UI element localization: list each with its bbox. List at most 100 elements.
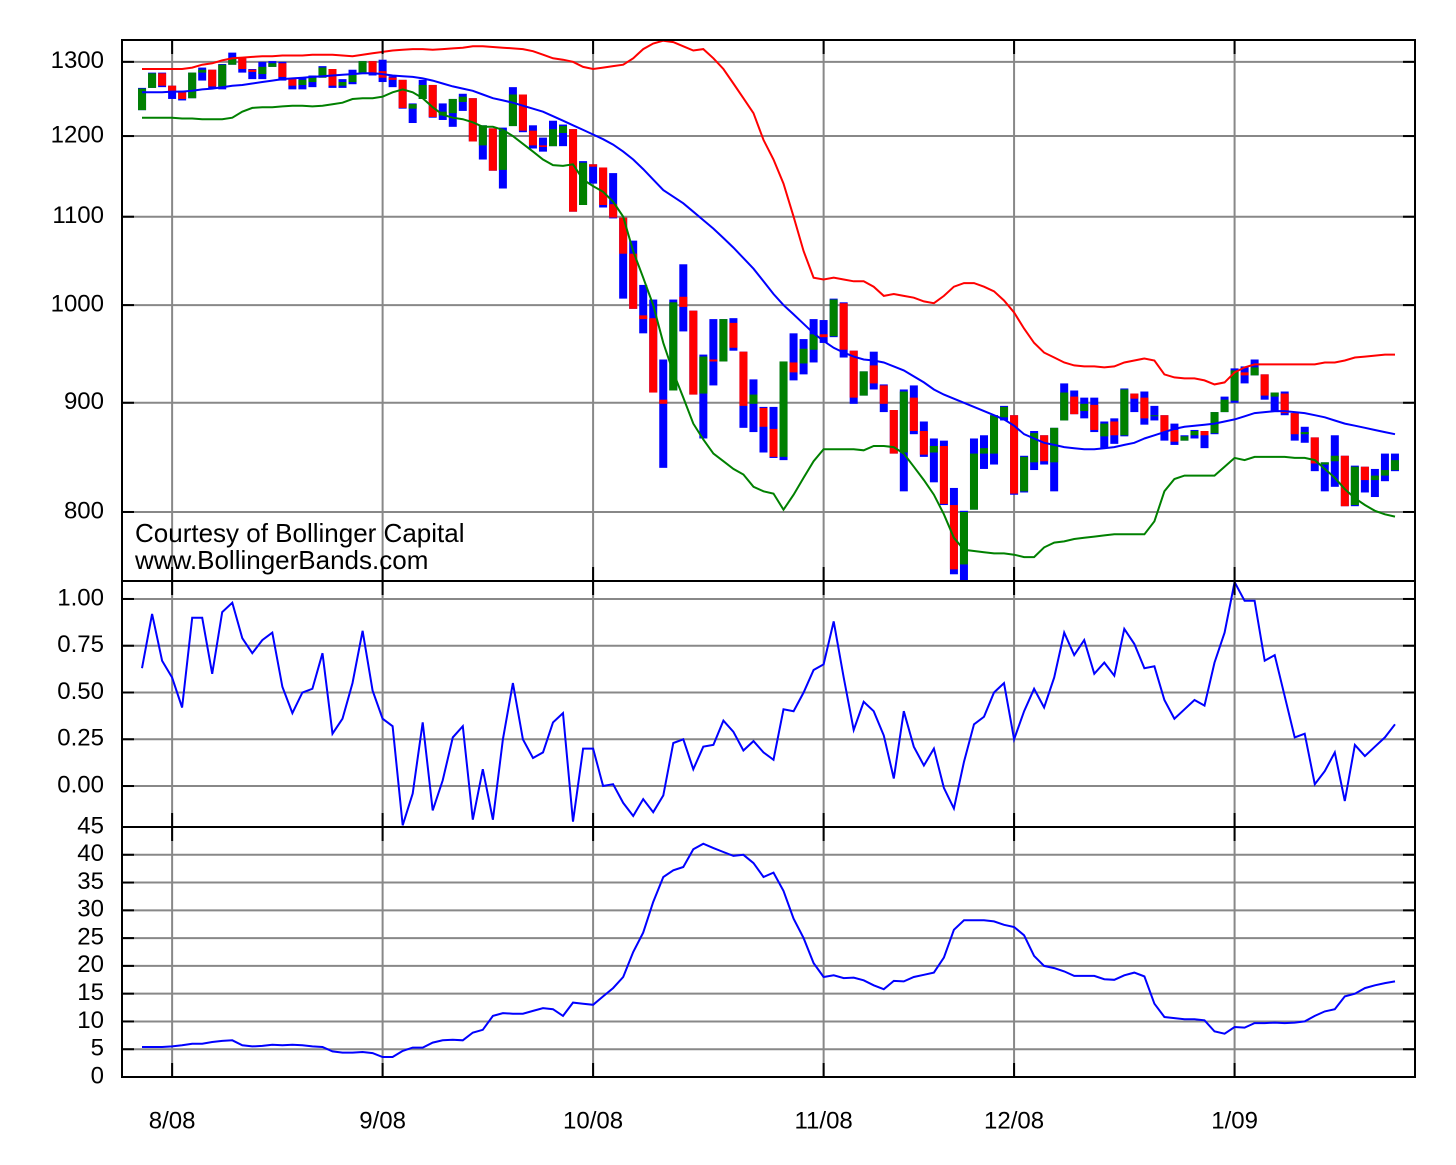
candle-body [1160,415,1169,433]
candle-range [639,284,648,334]
candle-body [1360,466,1369,481]
candle-body [1270,392,1279,397]
candle-body [1110,421,1119,436]
candle-range [1380,453,1389,482]
candle-body [1310,437,1319,464]
candle-body [1020,456,1029,492]
candle-body [589,164,598,167]
marks [138,40,1399,1058]
candle-range [1150,405,1159,421]
candle-body [348,74,357,83]
y-tick-label: 0.25 [57,725,104,752]
candle-body [1060,392,1069,421]
candle-body [609,204,618,218]
candle-body [318,67,327,78]
candle-range [619,217,628,299]
candle-body [1010,415,1019,494]
candle-body [699,356,708,394]
candle-range [749,379,758,433]
candle-body [298,79,307,85]
candle-body [719,319,728,362]
candle-body [739,351,748,406]
candle-body [749,394,758,404]
candle-range [659,359,668,468]
candle-body [1140,397,1149,419]
candle-body [1030,433,1039,463]
candle-body [518,94,527,131]
candle-range [589,164,598,184]
candle-body [528,130,537,146]
candles [138,52,1399,581]
candle-body [929,446,938,453]
candle-body [418,84,427,99]
data-line [142,842,1396,1058]
annotation: Courtesy of Bollinger Capital [135,518,465,548]
y-tick-label: 25 [77,923,104,950]
candle-body [789,362,798,373]
candle-body [1240,372,1249,376]
candle-body [1260,374,1269,396]
candle-body [759,407,768,427]
candle-body [1190,431,1199,436]
candle-body [328,69,337,86]
candle-body [1200,431,1209,436]
candle-range [1200,431,1209,449]
y-tick-label: 800 [64,497,104,524]
candle-body [1370,475,1379,481]
candle-body [939,446,948,504]
candle-body [769,428,778,457]
candle-body [919,431,928,455]
grid [122,40,1415,1078]
candle-range [709,319,718,386]
x-tick-label: 12/08 [984,1107,1044,1134]
y-tick-label: 15 [77,979,104,1006]
frames: 800 900 1000 1100 1200 1300 0.00 0.25 0.50 0.75 1.… [51,39,1416,1134]
candle-body [869,365,878,384]
candle-body [980,448,988,454]
candle-body [368,61,377,75]
candle-body [1090,404,1099,430]
candle-body [959,511,968,565]
candle-body [679,296,688,307]
y-tick-label: 1.00 [57,584,104,611]
y-tick-label: 0.50 [57,678,104,705]
candle-range [1130,393,1139,413]
candle-body [358,61,367,75]
candle-body [669,302,678,391]
x-tick-label: 1/09 [1211,1107,1258,1134]
candle-body [398,79,407,108]
candle-body [168,85,177,91]
candle-body [508,94,517,127]
candle-body [779,361,788,457]
candle-body [1290,413,1299,435]
candle-range [378,59,387,83]
candle-body [228,58,237,65]
y-tick-label: 35 [77,868,104,895]
candle-range [1370,468,1379,498]
y-tick-label: 1300 [51,47,104,74]
candle-body [1180,436,1189,441]
y-tick-label: 900 [64,388,104,415]
candle-body [248,69,257,72]
candle-body [1250,367,1259,376]
candle-body [1000,406,1009,418]
candle-range [819,320,828,343]
candle-body [308,77,317,83]
candle-body [1130,393,1139,399]
candle-body [478,125,487,146]
candle-body [909,397,918,432]
candle-body [428,84,437,117]
candle-body [1100,423,1109,437]
candle-body [579,162,588,206]
y-tick-label: 0.75 [57,631,104,658]
candle-body [1070,396,1079,415]
candle-body [1280,393,1289,414]
candle-body [188,72,197,99]
candle-body [1350,466,1359,506]
annotation: www.BollingerBands.com [134,545,428,575]
candle-body [338,82,347,86]
candle-body [889,410,898,454]
candle-body [659,399,668,404]
